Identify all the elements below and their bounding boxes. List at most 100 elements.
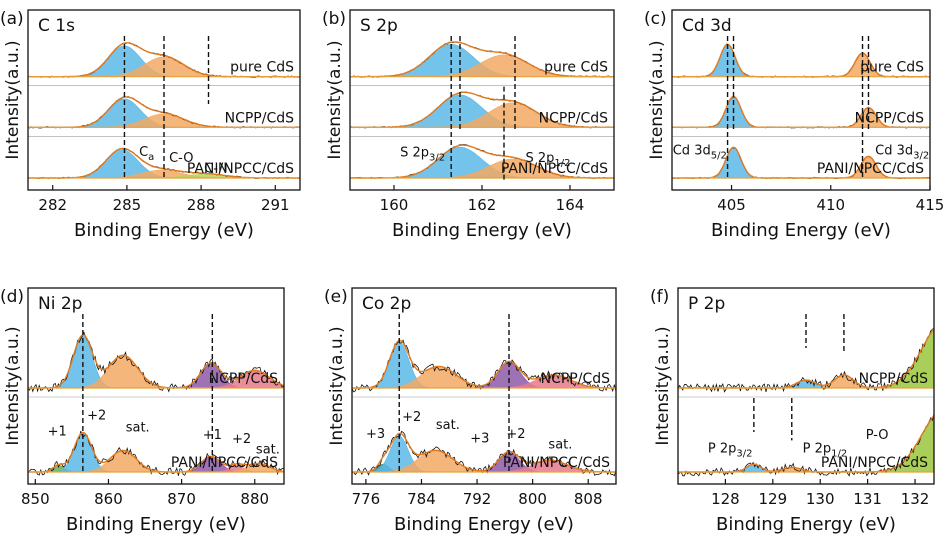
peak-annotation: P 2p3/2 [708,441,753,459]
y-axis-label: Intensity(a.u.) [325,40,345,159]
panel-letter: (a) [0,9,24,29]
panel-c: pure CdS NCPP/CdS PANI/NPCC/CdS Cd 3d5/2 Cd … [644,9,944,241]
x-tick-label: 130 [806,490,835,508]
panel-a: pure CdS NCPP/CdS PANI/NPCC/CdS Ca C-O C-N 282… [0,9,301,241]
y-axis-label: Intensity(a.u.) [653,326,673,445]
panel-title: Cd 3d [682,16,732,36]
x-tick-label: 282 [38,196,67,214]
stack-label: PANI/NPCC/CdS [821,455,928,471]
x-tick-label: 850 [21,490,50,508]
plot-frame [677,287,935,485]
peak-annotation: sat. [256,443,280,458]
panel-letter: (c) [644,9,667,29]
stack-label: PANI/NPCC/CdS [503,455,610,471]
panel-f: NCPP/CdS PANI/NPCC/CdS P 2p3/2 P 2p1/2 P-O 12… [650,287,935,535]
x-axis-label: Binding Energy (eV) [66,514,246,535]
x-tick-label: 860 [94,490,123,508]
stack-label: NCPP/CdS [225,110,295,126]
fit-envelope [28,334,285,389]
peak-annotation: sat. [126,420,150,435]
x-tick-label: 160 [380,196,409,214]
x-axis-label: Binding Energy (eV) [74,220,254,241]
x-tick-label: 880 [240,490,269,508]
stack-label: NCPP/CdS [855,110,925,126]
x-tick-label: 405 [717,196,746,214]
stack-label: PANI/NPCC/CdS [187,161,294,177]
stack-label: NCPP/CdS [541,371,611,387]
x-axis-label: Binding Energy (eV) [716,514,896,535]
x-tick-label: 285 [113,196,142,214]
peak-annotation: C-O [169,151,193,166]
peak-annotation: +1 [48,424,67,439]
plot-frame [351,287,617,485]
peak-annotation: sat. [548,437,572,452]
peak-annotation: +3 [470,432,489,447]
panel-title: Co 2p [362,294,411,314]
stack-label: NCPP/CdS [209,371,279,387]
plot-frame [671,9,931,191]
x-tick-label: 776 [352,490,381,508]
y-axis-label: Intensity(a.u.) [3,40,23,159]
peak-annotation: Ca [139,145,154,163]
x-tick-label: 792 [463,490,492,508]
peak-annotation: P 2p1/2 [803,441,848,459]
y-axis-label: Intensity(a.u.) [647,40,667,159]
peak-annotation: Cd 3d5/2 [673,143,727,161]
panel-letter: (e) [324,287,348,307]
x-tick-label: 164 [556,196,585,214]
y-axis-label: Intensity(a.u.) [327,326,347,445]
panel-title: C 1s [38,16,75,36]
x-axis-label: Binding Energy (eV) [394,514,574,535]
x-axis-label: Binding Energy (eV) [711,220,891,241]
x-axis-label: Binding Energy (eV) [392,220,572,241]
x-tick-label: 162 [468,196,497,214]
peak-annotation: Cd 3d3/2 [875,143,929,161]
fit-envelope [352,432,616,473]
peak-annotation: C-N [204,161,228,176]
x-tick-label: 132 [901,490,930,508]
x-tick-label: 870 [167,490,196,508]
x-tick-label: 128 [711,490,740,508]
stack-label: pure CdS [860,60,924,76]
stack-label: NCPP/CdS [859,371,929,387]
panel-title: S 2p [360,16,398,36]
peak-annotation: S 2p3/2 [400,145,445,163]
peak-annotation: +3 [366,427,385,442]
stack-label: PANI/NPCC/CdS [501,161,608,177]
x-tick-label: 800 [518,490,547,508]
plot-frame [27,287,285,485]
y-axis-label: Intensity(a.u.) [3,326,23,445]
panel-letter: (d) [0,287,24,307]
stack-label: PANI/NPCC/CdS [171,455,278,471]
peak-annotation: +2 [232,432,251,447]
x-tick-label: 129 [758,490,787,508]
panel-e: NCPP/CdS PANI/NPCC/CdS +2 +3 sat. +3 +2 sat. 776… [324,287,617,535]
x-tick-label: 415 [916,196,944,214]
panel-letter: (f) [650,287,669,307]
panel-b: pure CdS NCPP/CdS PANI/NPCC/CdS S 2p3/2 S 2p… [322,9,615,241]
peak-annotation: +1 [203,428,222,443]
stack-label: PANI/NPCC/CdS [817,161,924,177]
stack-label: NCPP/CdS [539,110,609,126]
plot-frame [27,9,301,191]
fit-envelope [352,339,616,389]
peak-annotation: +2 [506,427,525,442]
peak-annotation: +2 [402,410,421,425]
peak-annotation: S 2p1/2 [525,151,570,169]
stack-label: pure CdS [230,60,294,76]
x-tick-label: 131 [853,490,882,508]
peak-annotation: +2 [87,409,106,424]
peak-annotation: P-O [866,428,889,443]
panel-d: NCPP/CdS PANI/NPCC/CdS +2 +1 sat. +1 +2 sat. 850… [0,287,285,535]
x-tick-label: 410 [816,196,845,214]
x-tick-label: 288 [187,196,216,214]
panel-title: P 2p [688,294,725,314]
stack-label: pure CdS [544,60,608,76]
peak-annotation: sat. [436,418,460,433]
x-tick-label: 291 [261,196,290,214]
x-tick-label: 784 [407,490,436,508]
panel-title: Ni 2p [38,294,82,314]
fit-envelope [28,431,285,473]
